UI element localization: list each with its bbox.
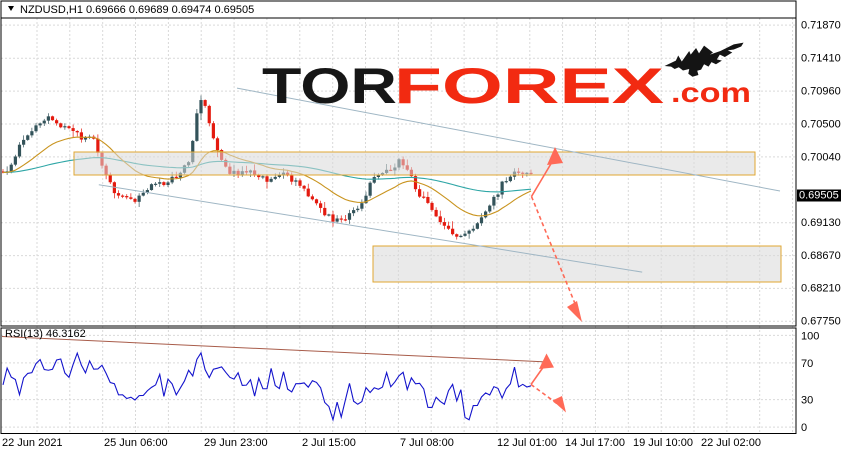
svg-text:22 Jul 02:00: 22 Jul 02:00 [701, 437, 761, 449]
svg-text:70: 70 [801, 358, 813, 370]
svg-text:0.70960: 0.70960 [801, 86, 841, 98]
svg-text:0.68670: 0.68670 [801, 250, 841, 262]
svg-text:0.69505: 0.69505 [799, 190, 839, 202]
svg-text:12 Jul 01:00: 12 Jul 01:00 [497, 437, 557, 449]
svg-text:19 Jul 10:00: 19 Jul 10:00 [633, 437, 693, 449]
svg-text:22 Jun 2021: 22 Jun 2021 [2, 437, 63, 449]
svg-text:0.70040: 0.70040 [801, 152, 841, 164]
svg-text:0.71870: 0.71870 [801, 20, 841, 32]
svg-text:RSI(13) 46.3162: RSI(13) 46.3162 [5, 328, 86, 340]
svg-text:0.71410: 0.71410 [801, 53, 841, 65]
svg-text:0.68210: 0.68210 [801, 283, 841, 295]
svg-text:0: 0 [801, 422, 807, 434]
svg-text:7 Jul 08:00: 7 Jul 08:00 [400, 437, 454, 449]
svg-text:25 Jun 06:00: 25 Jun 06:00 [104, 437, 168, 449]
svg-text:.com: .com [671, 77, 751, 108]
svg-text:TOR: TOR [262, 58, 397, 114]
svg-text:0.70500: 0.70500 [801, 119, 841, 131]
svg-text:0.69130: 0.69130 [801, 217, 841, 229]
svg-text:FOREX: FOREX [394, 58, 664, 114]
svg-text:2 Jul 15:00: 2 Jul 15:00 [302, 437, 356, 449]
svg-text:100: 100 [801, 331, 819, 343]
svg-text:29 Jun 23:00: 29 Jun 23:00 [204, 437, 268, 449]
svg-text:30: 30 [801, 395, 813, 407]
svg-text:14 Jul 17:00: 14 Jul 17:00 [565, 437, 625, 449]
svg-text:NZDUSD,H1 0.69666 0.69689 0.6: NZDUSD,H1 0.69666 0.69689 0.69474 0.6950… [20, 4, 254, 16]
svg-text:0.67750: 0.67750 [801, 316, 841, 328]
